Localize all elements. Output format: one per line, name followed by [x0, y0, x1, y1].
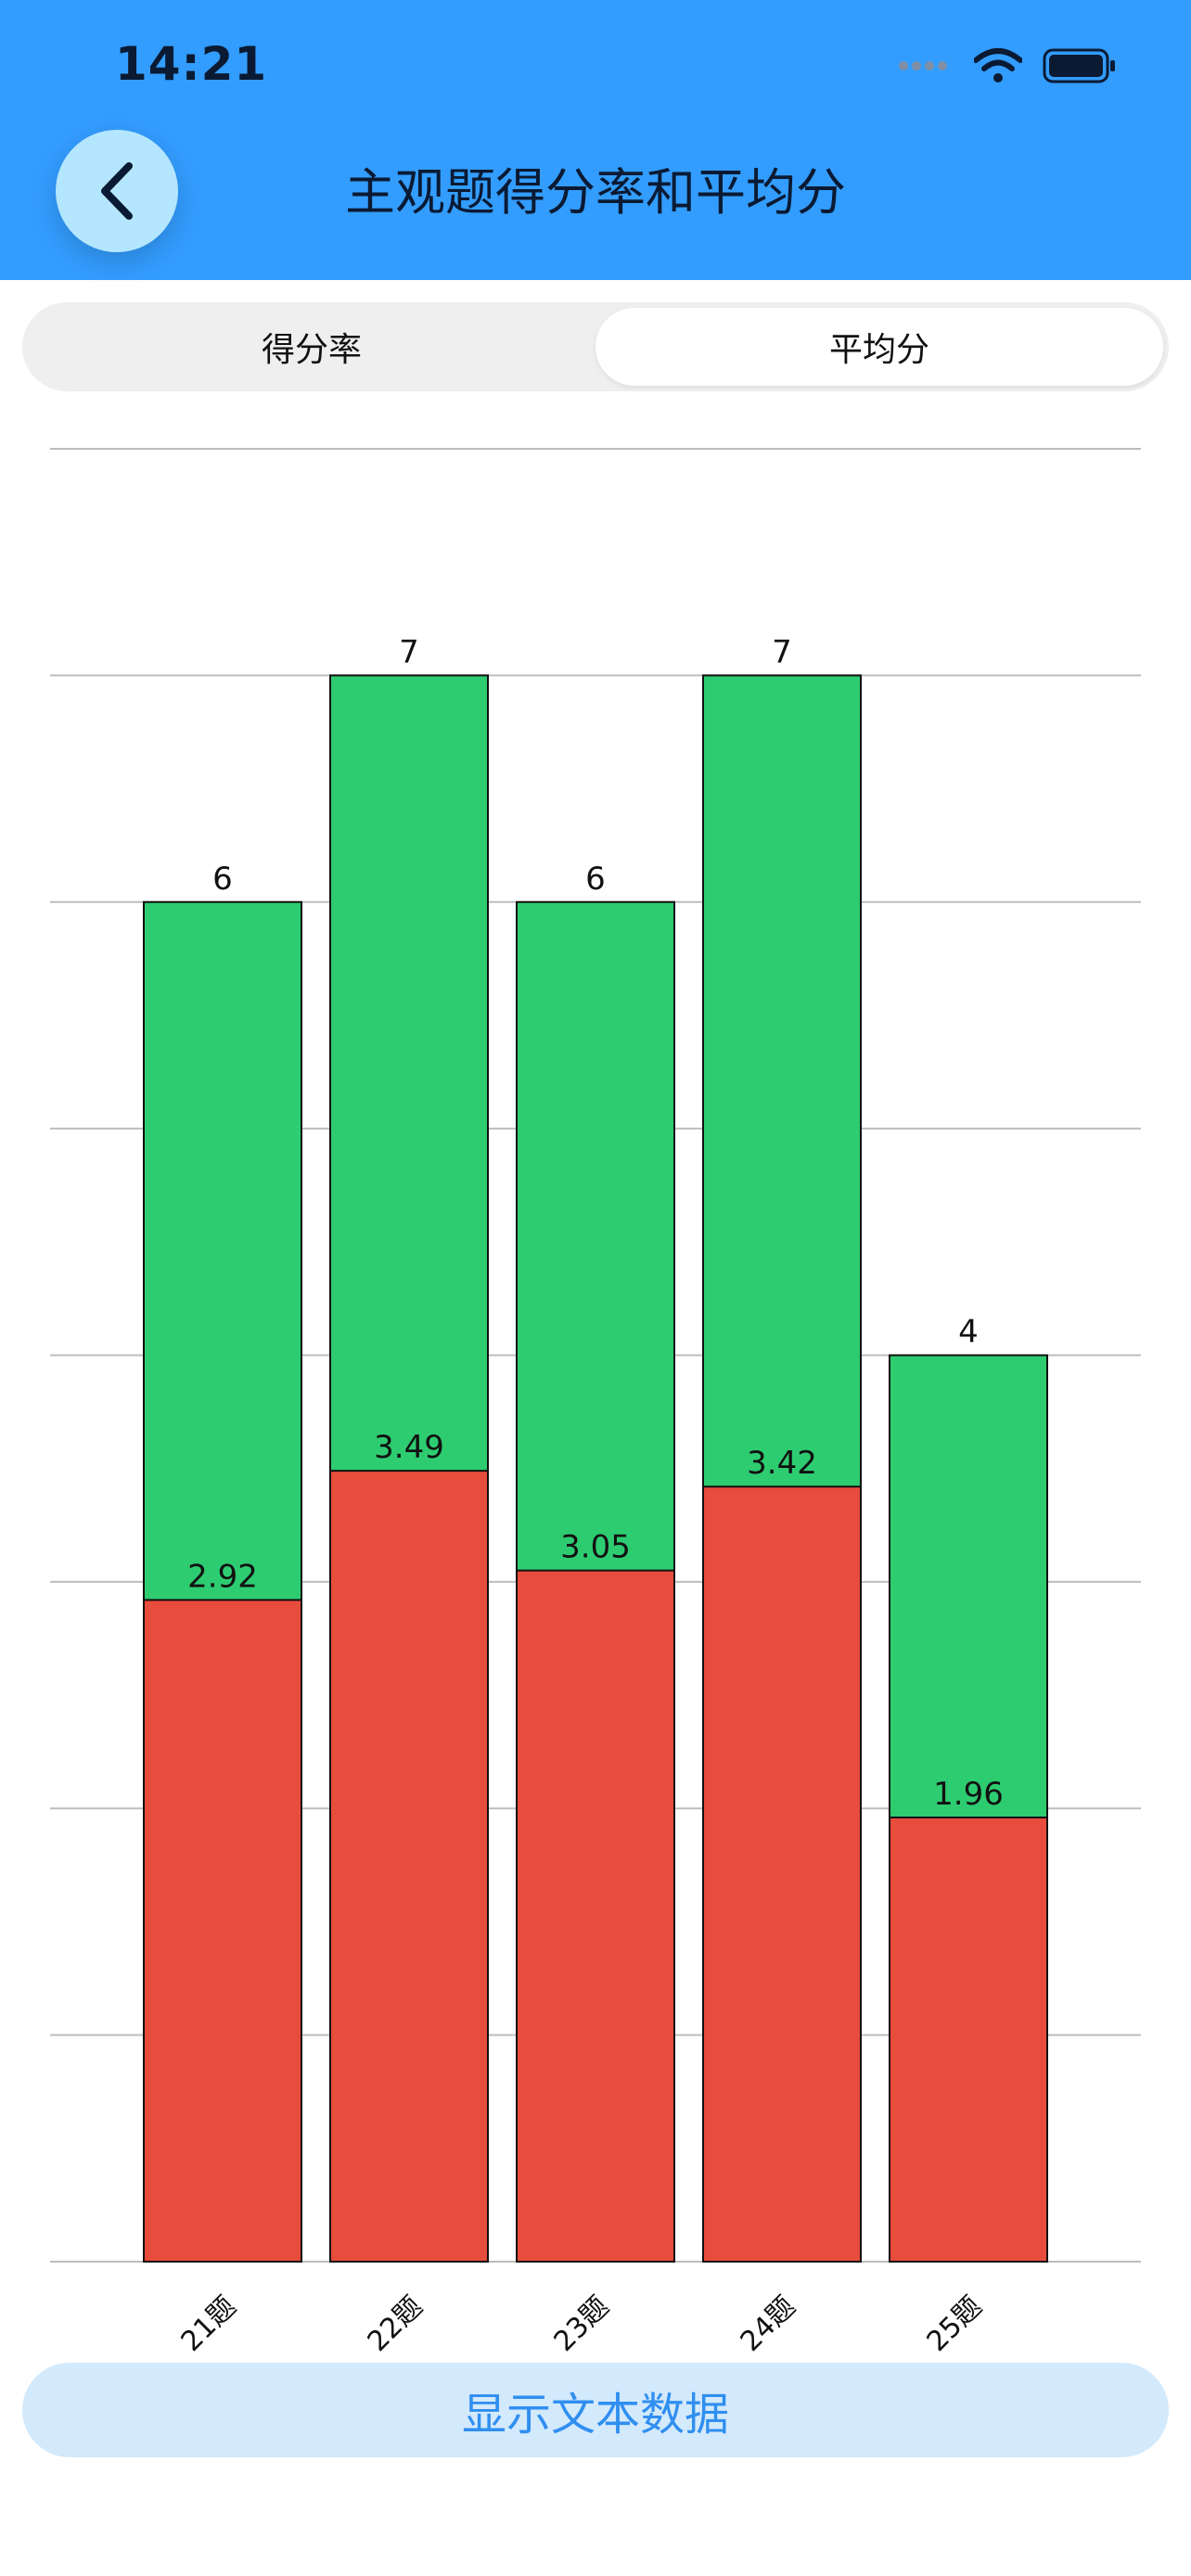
chevron-left-icon	[101, 162, 133, 220]
page-title: 主观题得分率和平均分	[345, 163, 846, 222]
bar-avg-5	[889, 1817, 1048, 2264]
tick-label-2: 22题	[362, 2290, 429, 2355]
tick-label-1: 21题	[175, 2290, 243, 2355]
signal-icon	[899, 61, 947, 70]
data-label-avg-1: 2.92	[187, 1558, 258, 1595]
data-label-avg-3: 3.05	[560, 1529, 631, 1566]
bar-avg-3	[516, 1569, 675, 2263]
segmented-control: 得分率 平均分	[22, 302, 1169, 391]
bar-chart: 6 2.92 21题 7 3.49 22题 6 3.05 23题 7 3.42 24题 4 1.96 25题	[50, 448, 1141, 2355]
data-label-total-2: 7	[399, 633, 419, 670]
app-header: 14:21 主观题得分率和平均分	[0, 0, 1191, 280]
tab-score-rate[interactable]: 得分率	[261, 331, 362, 369]
tab-average-score[interactable]: 平均分	[596, 308, 1163, 386]
tick-label-3: 23题	[548, 2290, 616, 2355]
status-time: 14:21	[115, 37, 268, 91]
data-label-avg-5: 1.96	[933, 1776, 1004, 1813]
bar-avg-1	[143, 1599, 302, 2264]
data-label-avg-4: 3.42	[747, 1445, 817, 1482]
data-label-total-1: 6	[212, 861, 233, 898]
bar-avg-2	[329, 1470, 489, 2263]
data-label-avg-2: 3.49	[374, 1429, 444, 1466]
tick-label-5: 25题	[921, 2290, 989, 2355]
bar-avg-4	[702, 1486, 862, 2264]
wifi-icon	[974, 48, 1022, 83]
battery-icon	[1043, 48, 1115, 83]
data-label-total-5: 4	[958, 1314, 979, 1351]
data-label-total-3: 6	[585, 861, 606, 898]
show-text-data-button[interactable]: 显示文本数据	[22, 2363, 1169, 2457]
data-label-total-4: 7	[772, 633, 792, 670]
back-button[interactable]	[56, 130, 178, 252]
tick-label-4: 24题	[735, 2290, 802, 2355]
status-icons	[898, 45, 1117, 87]
